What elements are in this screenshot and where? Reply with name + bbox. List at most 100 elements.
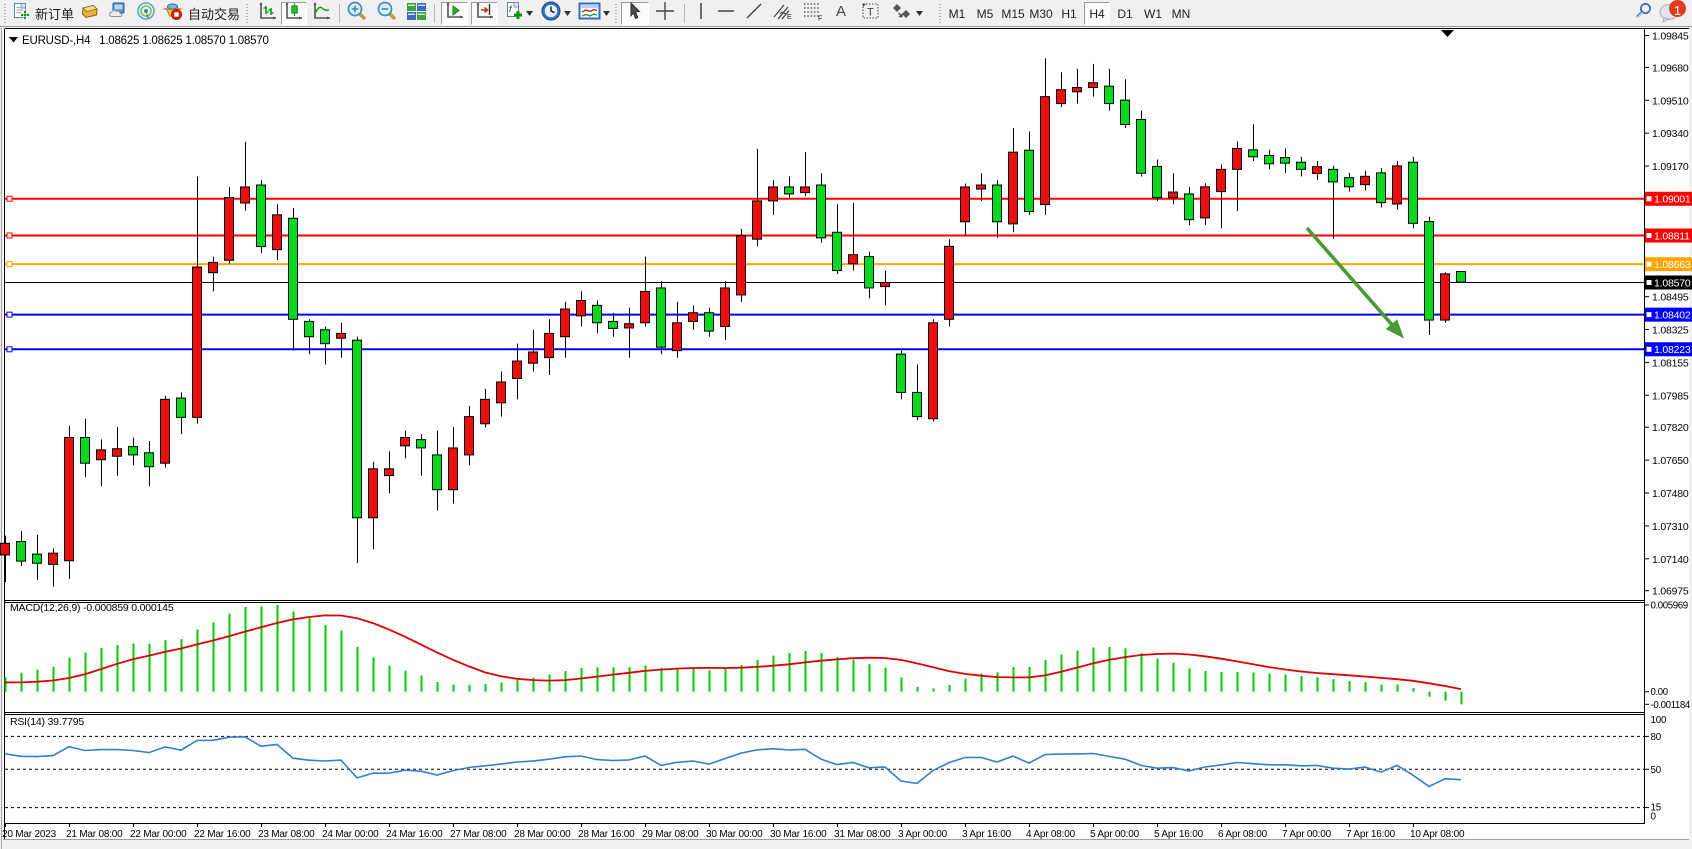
candle-body [1264,154,1274,165]
macd-signal-line [5,614,1462,690]
candle [880,270,890,306]
candlestick-chart-icon [284,1,304,26]
chat-bubble-icon [1658,0,1688,29]
rsi-panel: RSI(14) 39.7795 100 80 50 150 [4,715,1667,823]
candle-body [128,446,138,456]
price-tick-label: 1.07310 [1652,521,1689,533]
candle [1024,131,1034,215]
auto-trading-button[interactable]: 自动交易 [162,2,240,25]
zoom-in-button[interactable] [346,1,368,25]
notifications-button[interactable]: 1 [1658,0,1688,25]
candle-body [1440,273,1450,321]
trendline-icon [744,1,764,26]
price-chart[interactable]: EURUSD-,H4 1.08625 1.08625 1.08570 1.0857… [0,28,1692,849]
indicators-button[interactable]: f [505,2,534,25]
timeframe-H4[interactable]: H4 [1084,2,1110,25]
price-tick-label: 1.07480 [1652,488,1689,500]
time-tick-label: 31 Mar 08:00 [834,829,891,840]
channel-button[interactable]: E [770,2,796,25]
candle [928,319,938,422]
candle [224,186,234,264]
chart-background [3,28,1689,839]
svg-text:f: f [509,4,513,14]
candle-body [688,312,698,322]
candle-body [224,197,234,261]
candle-body [864,256,874,289]
new-order-button[interactable]: 新订单 [12,2,74,25]
candle-body [272,214,282,251]
candle [944,239,954,327]
crosshair-button[interactable] [652,2,678,25]
templates-dropdown-arrow[interactable] [601,2,611,25]
price-tick-label: 1.09340 [1652,128,1689,140]
toolbar-separator [339,4,340,23]
candle [144,440,154,487]
text-label-button[interactable]: T [858,2,884,25]
candle-body [496,381,506,404]
candle [448,427,458,504]
trendline-button[interactable] [742,2,766,25]
fibonacci-button[interactable]: F [800,2,826,25]
time-axis: 20 Mar 2023 21 Mar 08:00 22 Mar 00:00 22 Ma… [2,823,1465,840]
candle-body [240,186,250,204]
timeframe-W1[interactable]: W1 [1144,6,1162,21]
timeframe-M5[interactable]: M5 [976,6,994,21]
candle-body [336,332,346,339]
candle [896,350,906,400]
arrows-button[interactable] [890,2,924,25]
macd-label: MACD(12,26,9) -0.000859 0.000145 [10,602,174,614]
terminal-button[interactable] [108,2,129,25]
timeframe-H1[interactable]: H1 [1061,6,1077,21]
zoom-out-icon [376,0,398,27]
candle-body [896,353,906,393]
periods-button[interactable] [540,1,572,25]
arrows-dropdown-arrow[interactable] [914,2,924,25]
candle [416,434,426,476]
periods-dropdown-arrow[interactable] [562,2,572,25]
indicators-dropdown-arrow[interactable] [524,2,534,25]
zoom-out-button[interactable] [376,0,398,27]
candle-body [816,184,826,239]
chart-shift-button[interactable] [471,2,498,25]
candle [112,427,122,476]
candle [176,392,186,435]
candle [1088,63,1098,97]
candle [656,280,666,355]
rsi-line [4,735,1462,788]
candle-body [992,184,1002,223]
timeframe-M30[interactable]: M30 [1029,6,1053,21]
candle [1328,165,1338,239]
bar-chart-button[interactable] [256,2,280,25]
horizontal-line-button[interactable] [714,2,738,25]
cursor-button[interactable] [621,1,649,25]
profiles-button[interactable] [80,2,100,25]
timeframe-M1[interactable]: M1 [948,6,966,21]
templates-button[interactable] [578,2,611,25]
signals-icon-button[interactable] [136,2,156,25]
tile-windows-button[interactable] [406,2,427,25]
price-line-1.08402[interactable] [5,311,1644,318]
timeframe-D1[interactable]: D1 [1117,6,1133,21]
candle-body [1312,166,1322,174]
chart-title-symbol: EURUSD-,H4 [22,35,91,47]
search-button[interactable] [1634,2,1654,25]
annotation-arrow[interactable] [1305,226,1404,339]
vertical-line-button[interactable] [690,2,712,25]
candle [640,256,650,327]
auto-scroll-button[interactable] [441,2,468,25]
candle-body [1152,165,1162,199]
candle [352,336,362,564]
text-button[interactable]: A [830,2,854,25]
timeframe-MN[interactable]: MN [1171,6,1191,21]
candle-body [1088,82,1098,89]
candlestick-chart-button[interactable] [281,2,307,25]
price-line-1.08663[interactable] [5,261,1644,268]
chart-shift-marker[interactable] [1441,30,1454,37]
candle [912,364,922,421]
rsi-label: RSI(14) 39.7795 [10,716,84,728]
bar-chart-icon [258,1,278,26]
line-chart-button[interactable] [310,2,334,25]
timeframe-M15[interactable]: M15 [1001,6,1025,21]
time-tick-label: 27 Mar 08:00 [450,829,507,840]
price-line-1.08223[interactable] [5,346,1644,353]
